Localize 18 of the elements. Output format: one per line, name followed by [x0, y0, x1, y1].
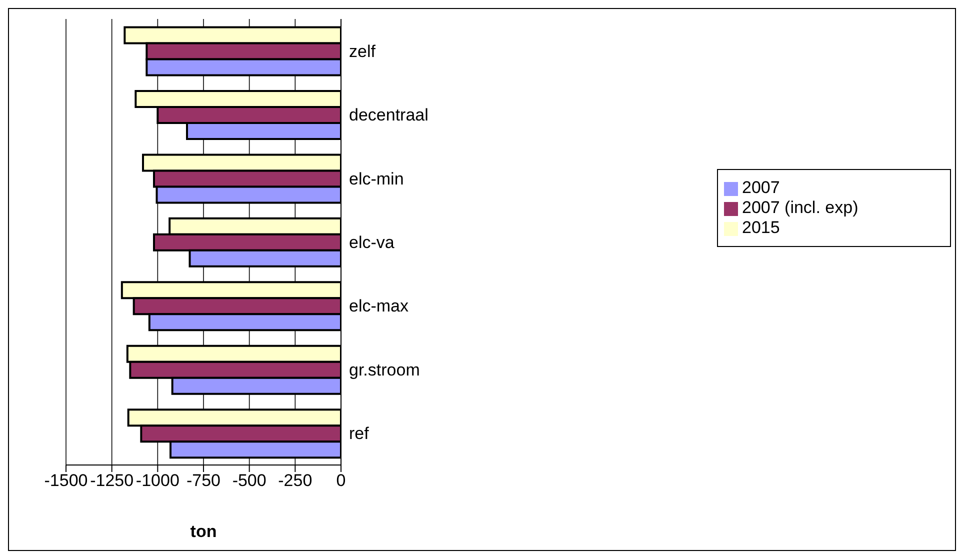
x-tick-label: 0: [336, 471, 346, 490]
x-tick-label: -250: [278, 471, 312, 490]
legend-label: 2007: [742, 178, 780, 197]
y-tick-label: ref: [349, 424, 370, 444]
y-tick-label: elc-va: [349, 233, 395, 252]
x-axis-title: ton: [190, 522, 217, 541]
x-tick-label: -1500: [44, 471, 88, 490]
y-tick-label: elc-min: [349, 169, 404, 188]
y-tick-label: elc-max: [349, 296, 410, 316]
y-tick-label: decentraal: [349, 106, 428, 125]
x-tick-label: -1250: [90, 471, 134, 490]
y-tick-label: zelf: [349, 42, 376, 61]
x-tick-label: -750: [186, 471, 221, 490]
legend-label: 2015: [742, 218, 780, 237]
x-tick-label: -500: [232, 471, 266, 490]
x-tick-label: -1000: [136, 471, 180, 490]
y-tick-label: gr.stroom: [349, 360, 420, 380]
legend-label: 2007 (incl. exp): [742, 198, 858, 217]
